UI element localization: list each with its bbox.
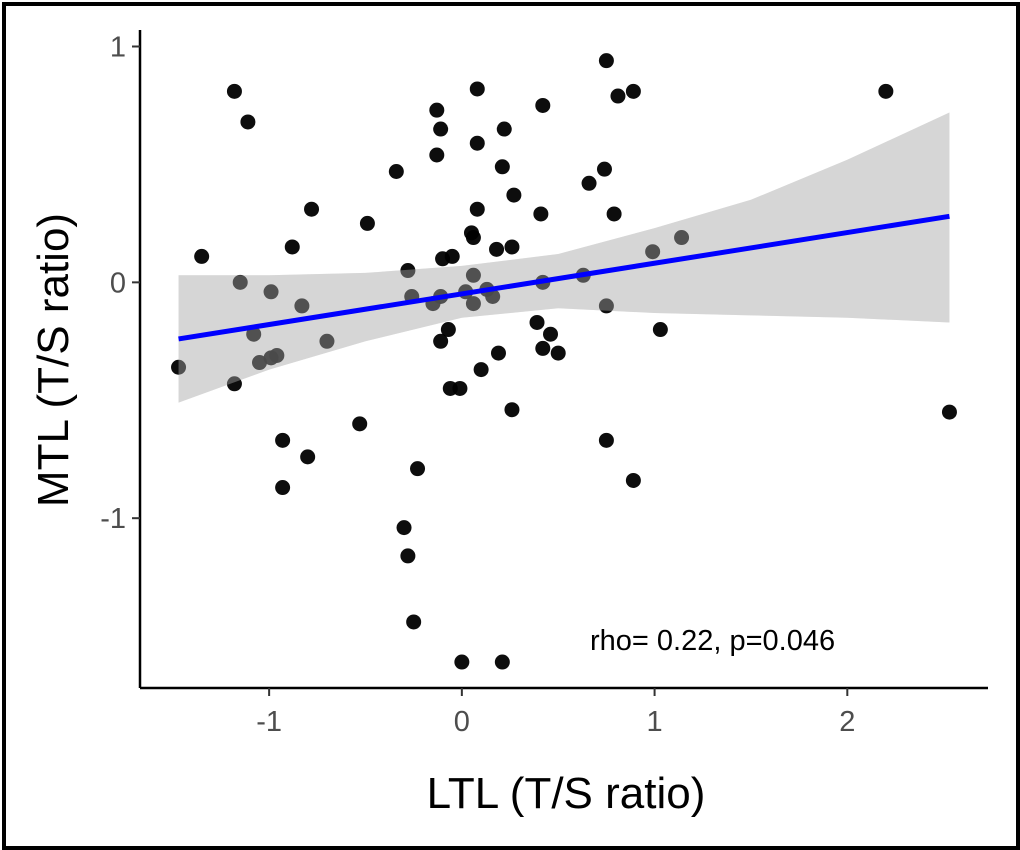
data-point — [652, 322, 668, 338]
data-point — [878, 83, 894, 99]
data-point — [465, 267, 481, 283]
data-point — [429, 102, 445, 118]
data-point — [269, 347, 285, 363]
data-point — [598, 53, 614, 69]
data-point — [610, 88, 626, 104]
data-point — [300, 449, 316, 465]
data-point — [454, 654, 470, 670]
data-point — [400, 263, 416, 279]
data-point — [433, 121, 449, 137]
data-point — [550, 345, 566, 361]
data-point — [352, 416, 368, 432]
data-point — [359, 215, 375, 231]
data-point — [606, 206, 622, 222]
data-point — [388, 164, 404, 180]
y-tick-label: -1 — [100, 503, 126, 535]
data-point — [494, 654, 510, 670]
data-point — [444, 248, 460, 264]
data-point — [543, 326, 559, 342]
data-point — [251, 355, 267, 371]
data-point — [598, 432, 614, 448]
data-point — [625, 472, 641, 488]
data-point — [275, 432, 291, 448]
data-point — [533, 206, 549, 222]
data-point — [465, 230, 481, 246]
data-point — [504, 402, 520, 418]
data-point — [304, 201, 320, 217]
data-point — [504, 239, 520, 255]
y-tick-label: 1 — [110, 32, 126, 64]
y-axis-title: MTL (T/S ratio) — [29, 213, 78, 507]
x-tick-label: 1 — [647, 706, 663, 738]
data-point — [396, 520, 412, 536]
data-point — [596, 161, 612, 177]
data-point — [485, 289, 501, 305]
data-point — [496, 121, 512, 137]
data-point — [171, 359, 187, 375]
data-point — [674, 230, 690, 246]
data-point — [494, 159, 510, 175]
data-point — [284, 239, 300, 255]
data-point — [489, 241, 505, 257]
data-point — [429, 147, 445, 163]
correlation-annotation: rho= 0.22, p=0.046 — [590, 625, 835, 657]
data-point — [581, 175, 597, 191]
data-point — [529, 314, 545, 330]
data-point — [469, 81, 485, 97]
x-tick-label: 0 — [454, 706, 470, 738]
data-point — [240, 114, 256, 130]
data-point — [226, 83, 242, 99]
confidence-band-overlay — [178, 112, 950, 403]
x-tick-label: -1 — [256, 706, 282, 738]
data-point — [246, 326, 262, 342]
data-point — [275, 480, 291, 496]
data-point — [410, 461, 426, 477]
x-tick-label: 2 — [839, 706, 855, 738]
data-point — [226, 376, 242, 392]
data-point — [232, 274, 248, 290]
data-point — [452, 380, 468, 396]
data-point — [506, 187, 522, 203]
confidence-band — [178, 112, 950, 403]
data-point — [440, 322, 456, 338]
data-point — [645, 244, 661, 260]
data-point — [263, 284, 279, 300]
data-point — [469, 135, 485, 151]
data-point — [433, 333, 449, 349]
data-point — [469, 201, 485, 217]
x-axis-title: LTL (T/S ratio) — [427, 769, 706, 818]
data-point — [319, 333, 335, 349]
data-point — [294, 298, 310, 314]
data-point — [941, 404, 957, 420]
data-point — [473, 362, 489, 378]
data-point — [400, 548, 416, 564]
data-point — [598, 298, 614, 314]
data-point — [625, 83, 641, 99]
data-point — [490, 345, 506, 361]
y-tick-label: 0 — [110, 267, 126, 299]
data-point — [406, 614, 422, 630]
data-point — [465, 296, 481, 312]
data-point — [194, 248, 210, 264]
regression-line — [178, 213, 950, 342]
data-point — [535, 340, 551, 356]
data-point — [535, 97, 551, 113]
